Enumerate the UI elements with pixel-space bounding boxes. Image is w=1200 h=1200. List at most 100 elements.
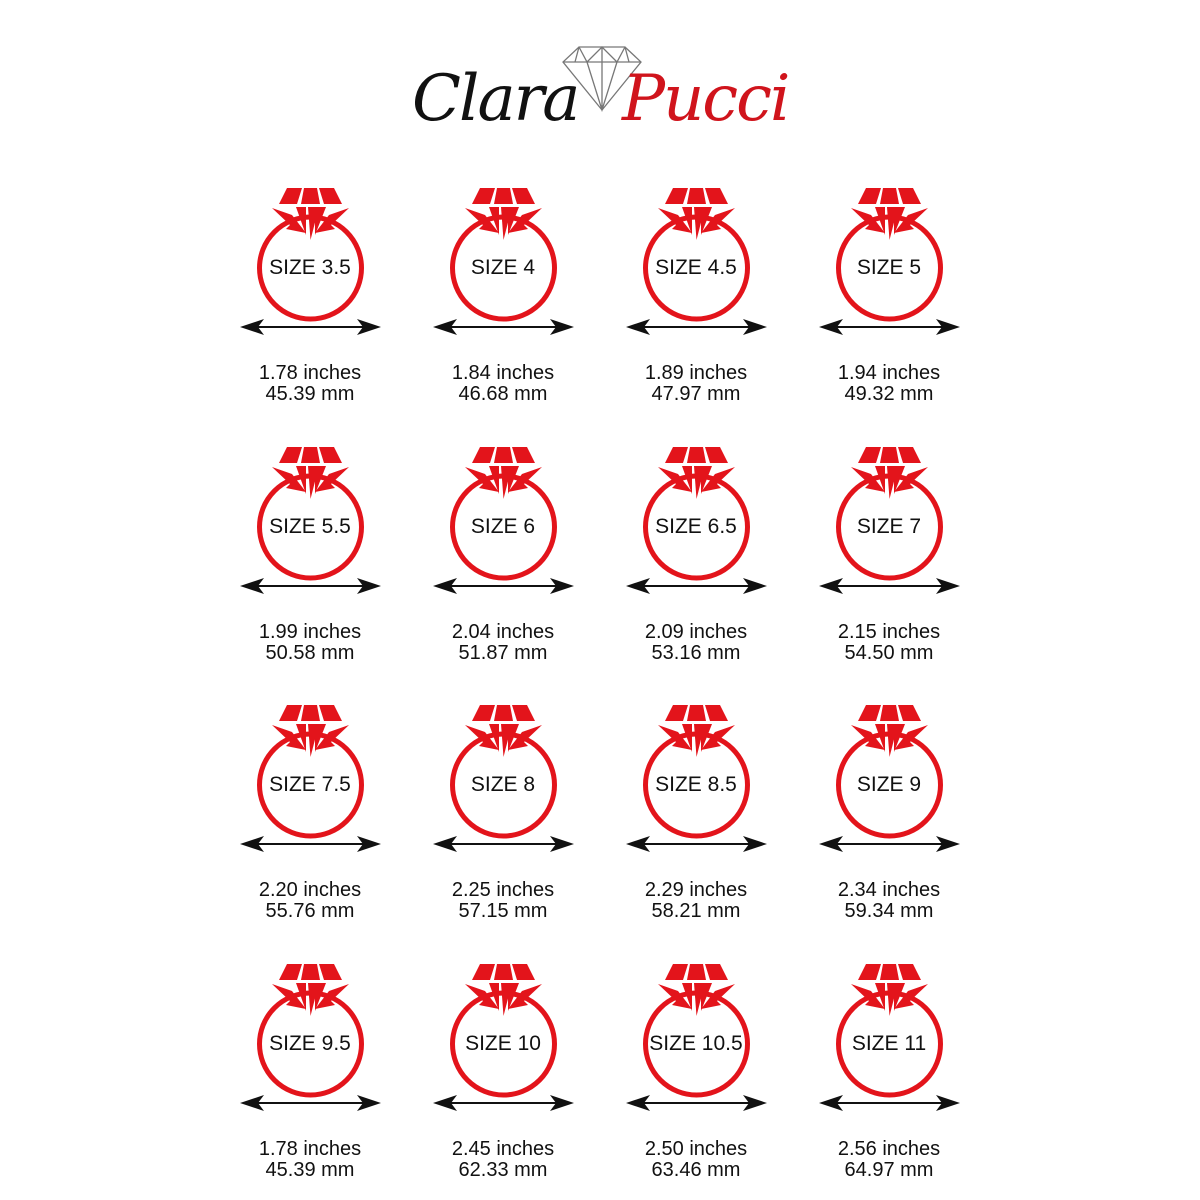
mm-value: 59.34 mm (844, 900, 934, 922)
size-label: SIZE 4 (470, 256, 536, 279)
inches-value: 1.89 inches (644, 362, 748, 384)
inches-value: 2.20 inches (258, 879, 362, 901)
gem-icon (464, 446, 542, 499)
size-dimensions: 1.78 inches 45.39 mm (214, 363, 407, 405)
mm-value: 63.46 mm (651, 1158, 741, 1181)
mm-value: 45.39 mm (265, 383, 355, 405)
mm-value: 45.39 mm (265, 1158, 355, 1181)
diameter-arrow (818, 319, 960, 335)
ring-icon (818, 705, 960, 852)
inches-value: 1.99 inches (258, 620, 362, 643)
size-label: SIZE 6 (470, 514, 536, 538)
size-label: SIZE 7 (856, 514, 922, 538)
mm-value: 57.15 mm (458, 900, 548, 922)
size-label: SIZE 10 (465, 1031, 541, 1055)
size-label: SIZE 8.5 (655, 773, 737, 796)
inches-value: 2.45 inches (451, 1137, 555, 1160)
gem-icon (271, 188, 349, 240)
ring-size-card: SIZE 8.5 2.29 inches 58.21 mm (600, 700, 793, 940)
gem-icon (657, 446, 735, 499)
ring-size-card: SIZE 6.5 2.09 inches 53.16 mm (600, 442, 793, 682)
size-label: SIZE 11 (851, 1031, 927, 1055)
gem-icon (657, 188, 735, 240)
ring-icon (625, 705, 767, 852)
ring-icon (239, 963, 381, 1111)
gem-icon (657, 705, 735, 757)
gem-icon (850, 446, 928, 499)
ring-icon (432, 963, 574, 1111)
gem-icon (271, 705, 349, 757)
gem-icon (850, 963, 928, 1016)
size-label: SIZE 4.5 (655, 256, 737, 279)
brand-name-second: Pucci (622, 62, 790, 136)
ring-size-card: SIZE 10.5 2.50 inches 63.46 mm (600, 959, 793, 1199)
ring-icon (239, 446, 381, 594)
ring-size-card: SIZE 6 2.04 inches 51.87 mm (407, 442, 600, 682)
size-label: SIZE 9.5 (269, 1031, 351, 1055)
diameter-arrow (432, 836, 574, 852)
size-dimensions: 2.15 inches 54.50 mm (793, 620, 986, 664)
gem-icon (271, 446, 349, 499)
size-dimensions: 1.84 inches 46.68 mm (407, 363, 600, 405)
ring-icon (625, 446, 767, 594)
inches-value: 2.15 inches (837, 620, 941, 643)
diameter-arrow (432, 577, 574, 594)
inches-value: 1.78 inches (258, 1137, 362, 1160)
size-dimensions: 2.50 inches 63.46 mm (600, 1137, 793, 1181)
size-dimensions: 1.78 inches 45.39 mm (214, 1137, 407, 1181)
mm-value: 64.97 mm (844, 1158, 934, 1181)
size-dimensions: 2.04 inches 51.87 mm (407, 620, 600, 664)
inches-value: 2.56 inches (837, 1137, 941, 1160)
gem-icon (850, 705, 928, 757)
inches-value: 2.25 inches (451, 879, 555, 901)
mm-value: 46.68 mm (458, 383, 548, 405)
mm-value: 62.33 mm (458, 1158, 548, 1181)
size-dimensions: 2.09 inches 53.16 mm (600, 621, 793, 664)
size-dimensions: 2.34 inches 59.34 mm (793, 880, 986, 922)
diameter-arrow (625, 319, 767, 335)
gem-icon (271, 963, 349, 1016)
size-dimensions: 2.20 inches 55.76 mm (214, 880, 407, 922)
inches-value: 2.04 inches (451, 620, 555, 643)
size-dimensions: 1.89 inches 47.97 mm (600, 363, 793, 405)
ring-size-card: SIZE 7.5 2.20 inches 55.76 mm (214, 700, 407, 940)
ring-size-card: SIZE 11 2.56 inches 64.97 mm (793, 959, 986, 1199)
mm-value: 49.32 mm (844, 383, 934, 405)
size-dimensions: 2.56 inches 64.97 mm (793, 1137, 986, 1181)
ring-size-card: SIZE 9 2.34 inches 59.34 mm (793, 700, 986, 940)
gem-icon (850, 188, 928, 240)
inches-value: 2.34 inches (837, 879, 941, 901)
mm-value: 58.21 mm (651, 900, 741, 922)
ring-icon (432, 446, 574, 594)
size-dimensions: 1.99 inches 50.58 mm (214, 620, 407, 664)
size-dimensions: 2.29 inches 58.21 mm (600, 880, 793, 922)
diameter-arrow (239, 319, 381, 335)
gem-icon (657, 963, 735, 1016)
mm-value: 50.58 mm (265, 641, 355, 664)
ring-icon (625, 963, 767, 1111)
ring-icon (818, 188, 960, 335)
ring-icon (239, 188, 381, 335)
size-dimensions: 2.45 inches 62.33 mm (407, 1137, 600, 1181)
diameter-arrow (818, 836, 960, 852)
size-label: SIZE 7.5 (269, 773, 351, 796)
mm-value: 55.76 mm (265, 900, 355, 922)
diameter-arrow (432, 319, 574, 335)
ring-icon (625, 188, 767, 335)
ring-icon (239, 705, 381, 852)
size-label: SIZE 3.5 (269, 256, 351, 279)
diameter-arrow (239, 1094, 381, 1111)
diameter-arrow (239, 577, 381, 594)
ring-icon (818, 963, 960, 1111)
brand-name-first: Clara (412, 62, 580, 136)
gem-icon (464, 188, 542, 240)
diameter-arrow (818, 577, 960, 594)
ring-size-card: SIZE 9.5 1.78 inches 45.39 mm (214, 959, 407, 1199)
ring-icon (818, 446, 960, 594)
ring-size-card: SIZE 3.5 1.78 inches 45.39 mm (214, 183, 407, 423)
size-label: SIZE 10.5 (649, 1031, 743, 1055)
inches-value: 2.50 inches (644, 1137, 748, 1160)
mm-value: 51.87 mm (458, 641, 548, 664)
ring-size-card: SIZE 4 1.84 inches 46.68 mm (407, 183, 600, 423)
diameter-arrow (625, 577, 767, 594)
